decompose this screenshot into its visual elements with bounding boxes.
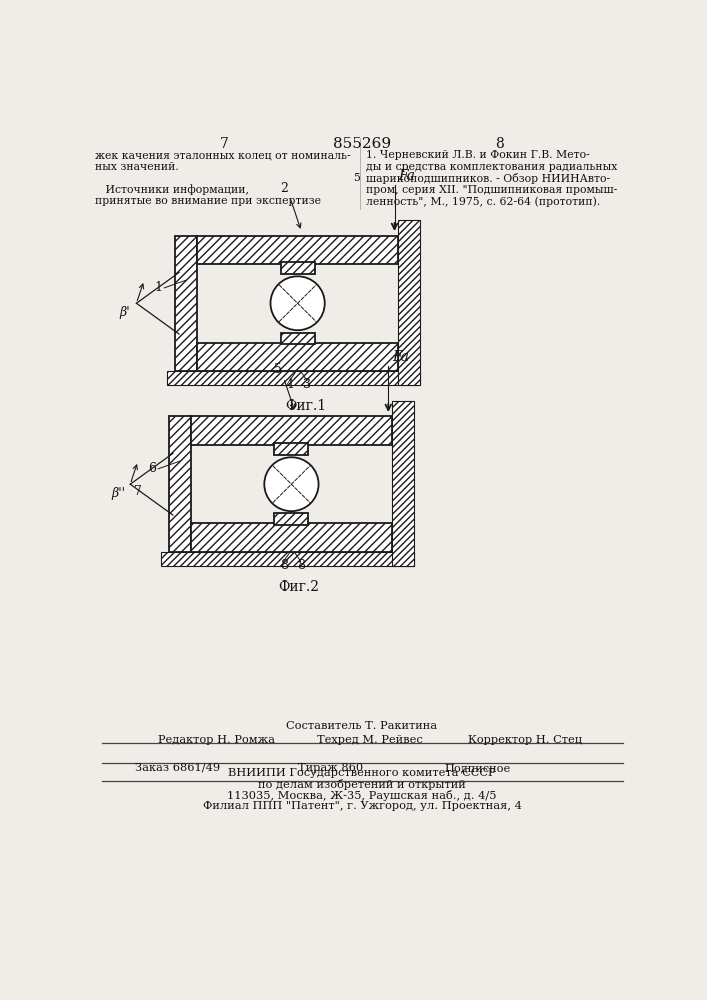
Polygon shape xyxy=(197,235,398,264)
Polygon shape xyxy=(274,513,308,525)
Text: 113035, Москва, Ж-35, Раушская наб., д. 4/5: 113035, Москва, Ж-35, Раушская наб., д. … xyxy=(227,790,497,801)
Text: Заказ 6861/49: Заказ 6861/49 xyxy=(135,763,220,773)
Text: 1. Черневский Л.В. и Фокин Г.В. Мето-: 1. Черневский Л.В. и Фокин Г.В. Мето- xyxy=(366,150,590,160)
Text: ных значений.: ных значений. xyxy=(95,162,178,172)
Polygon shape xyxy=(175,235,197,371)
Text: 1: 1 xyxy=(154,281,162,294)
Text: Техред М. Рейвес: Техред М. Рейвес xyxy=(317,735,423,745)
Polygon shape xyxy=(168,371,420,385)
Polygon shape xyxy=(398,220,420,385)
Text: пром, серия XII. "Подшипниковая промыш-: пром, серия XII. "Подшипниковая промыш- xyxy=(366,185,617,195)
Text: ВНИИПИ Государственного комитета СССР: ВНИИПИ Государственного комитета СССР xyxy=(228,768,496,778)
Text: Корректор Н. Стец: Корректор Н. Стец xyxy=(468,735,583,745)
Text: 6: 6 xyxy=(148,462,156,475)
Polygon shape xyxy=(274,443,308,455)
Text: жек качения эталонных колец от номиналь-: жек качения эталонных колец от номиналь- xyxy=(95,150,350,160)
Polygon shape xyxy=(161,552,414,566)
Polygon shape xyxy=(281,333,315,344)
Text: β': β' xyxy=(119,306,130,319)
Text: Фиг.2: Фиг.2 xyxy=(279,580,320,594)
Text: 4: 4 xyxy=(286,378,294,391)
Text: ды и средства комплектования радиальных: ды и средства комплектования радиальных xyxy=(366,162,617,172)
Text: Редактор Н. Ромжа: Редактор Н. Ромжа xyxy=(158,735,275,745)
Text: ленность", М., 1975, с. 62-64 (прототип).: ленность", М., 1975, с. 62-64 (прототип)… xyxy=(366,196,600,207)
Text: 5: 5 xyxy=(274,363,282,376)
Polygon shape xyxy=(191,523,392,552)
Text: 2: 2 xyxy=(281,182,288,195)
Text: 7: 7 xyxy=(134,485,142,498)
Text: Составитель Т. Ракитина: Составитель Т. Ракитина xyxy=(286,721,438,731)
Polygon shape xyxy=(281,262,315,274)
Circle shape xyxy=(271,276,325,330)
Text: Подписное: Подписное xyxy=(445,763,511,773)
Text: Источники информации,: Источники информации, xyxy=(95,185,249,195)
Text: 5: 5 xyxy=(353,173,360,183)
Text: 855269: 855269 xyxy=(333,137,391,151)
Text: по делам изобретений и открытий: по делам изобретений и открытий xyxy=(258,779,466,790)
Text: 3: 3 xyxy=(303,378,311,391)
Polygon shape xyxy=(191,416,392,445)
Text: 7: 7 xyxy=(220,137,228,151)
Text: принятые во внимание при экспертизе: принятые во внимание при экспертизе xyxy=(95,196,320,206)
Polygon shape xyxy=(197,343,398,371)
Polygon shape xyxy=(169,416,191,552)
Text: β'': β'' xyxy=(112,487,126,500)
Circle shape xyxy=(264,457,319,511)
Text: Тираж 860: Тираж 860 xyxy=(298,763,363,773)
Text: Фиг.1: Фиг.1 xyxy=(285,399,326,413)
Text: Филиал ППП "Патент", г. Ужгород, ул. Проектная, 4: Филиал ППП "Патент", г. Ужгород, ул. Про… xyxy=(202,801,521,811)
Polygon shape xyxy=(392,401,414,566)
Text: Fa: Fa xyxy=(398,169,415,183)
Text: шарикоподшипников. - Обзор НИИНАвто-: шарикоподшипников. - Обзор НИИНАвто- xyxy=(366,173,610,184)
Text: 8: 8 xyxy=(495,137,503,151)
Text: 8: 8 xyxy=(297,559,305,572)
Text: 8: 8 xyxy=(280,559,288,572)
Text: Fa: Fa xyxy=(392,350,409,364)
